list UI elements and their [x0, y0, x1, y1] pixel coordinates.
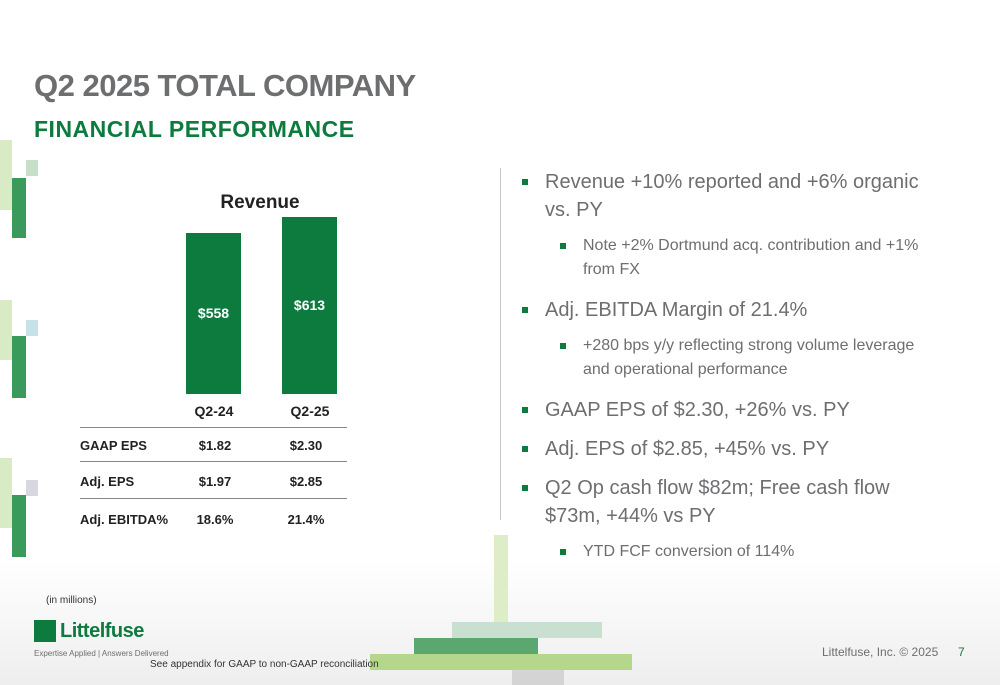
bullet-square-icon [522, 485, 528, 491]
logo-tagline: Expertise Applied | Answers Delivered [34, 649, 169, 658]
table-divider [80, 427, 347, 428]
bullet-item: Revenue +10% reported and +6% organic vs… [520, 168, 920, 224]
cell-q2-25: 21.4% [287, 512, 325, 527]
copyright: Littelfuse, Inc. © 2025 [822, 645, 939, 659]
row-label: GAAP EPS [80, 438, 147, 453]
bullet-square-icon [522, 179, 528, 185]
bullet-square-icon [522, 307, 528, 313]
data-label-q2-24: $558 [197, 305, 230, 322]
highlights-list: Revenue +10% reported and +6% organic vs… [520, 168, 920, 578]
decor-strip [0, 140, 12, 210]
sub-bullet-item: Note +2% Dortmund acq. contribution and … [520, 234, 920, 282]
page-subtitle: FINANCIAL PERFORMANCE [34, 116, 355, 142]
page-number: 7 [958, 645, 965, 659]
bullet-text: Adj. EBITDA Margin of 21.4% [545, 299, 808, 321]
bullet-square-icon [560, 243, 566, 249]
decor-block [494, 535, 508, 631]
bullet-square-icon [560, 343, 566, 349]
table-row: GAAP EPS $1.82 $2.30 [80, 428, 347, 466]
sub-bullet-text: Note +2% Dortmund acq. contribution and … [583, 237, 919, 278]
page-title: Q2 2025 TOTAL COMPANY [34, 68, 416, 103]
decor-block [414, 638, 538, 654]
cell-q2-25: $2.85 [289, 474, 323, 489]
bullet-item: Adj. EPS of $2.85, +45% vs. PY [520, 435, 920, 463]
appendix-note: See appendix for GAAP to non-GAAP reconc… [150, 659, 379, 670]
sub-bullet-text: +280 bps y/y reflecting strong volume le… [583, 337, 915, 378]
sub-bullet-item: +280 bps y/y reflecting strong volume le… [520, 334, 920, 382]
category-label-q2-25: Q2-25 [290, 403, 330, 419]
units-note: (in millions) [46, 595, 97, 606]
logo-wordmark: Littelfuse [60, 620, 144, 642]
littelfuse-logo-icon [34, 620, 56, 642]
decor-strip [26, 320, 38, 336]
cell-q2-24: $1.97 [198, 474, 232, 489]
bullet-text: Revenue +10% reported and +6% organic vs… [545, 171, 919, 221]
decor-strip [0, 458, 12, 528]
decor-block [452, 622, 602, 638]
cell-q2-25: $2.30 [289, 438, 323, 453]
sub-bullet-item: YTD FCF conversion of 114% [520, 540, 920, 564]
column-divider [500, 168, 501, 520]
decor-strip [12, 495, 26, 557]
table-row: Adj. EBITDA% 18.6% 21.4% [80, 502, 347, 540]
bullet-text: Adj. EPS of $2.85, +45% vs. PY [545, 438, 830, 460]
decor-strip [12, 178, 26, 238]
row-label: Adj. EPS [80, 474, 135, 489]
category-label-q2-24: Q2-24 [194, 403, 234, 419]
decor-strip [26, 480, 38, 496]
bullet-square-icon [560, 549, 566, 555]
decor-block [370, 654, 632, 670]
bullet-item: Q2 Op cash flow $82m; Free cash flow $73… [520, 474, 920, 530]
cell-q2-24: 18.6% [196, 512, 234, 527]
decor-block [512, 670, 564, 685]
decor-strip [12, 336, 26, 398]
table-divider [80, 461, 347, 462]
chart-title: Revenue [220, 192, 300, 213]
bullet-item: Adj. EBITDA Margin of 21.4% [520, 296, 920, 324]
cell-q2-24: $1.82 [198, 438, 232, 453]
table-row: Adj. EPS $1.97 $2.85 [80, 464, 347, 502]
data-label-q2-25: $613 [293, 296, 326, 313]
bar-q2-25 [282, 217, 337, 394]
bar-q2-24 [186, 232, 241, 394]
decor-strip [0, 300, 12, 360]
row-label: Adj. EBITDA% [80, 512, 169, 527]
table-divider [80, 498, 347, 499]
bullet-item: GAAP EPS of $2.30, +26% vs. PY [520, 396, 920, 424]
bullet-square-icon [522, 407, 528, 413]
sub-bullet-text: YTD FCF conversion of 114% [583, 543, 795, 560]
decor-strip [26, 160, 38, 176]
bullet-text: GAAP EPS of $2.30, +26% vs. PY [545, 399, 850, 421]
bullet-square-icon [522, 446, 528, 452]
bullet-text: Q2 Op cash flow $82m; Free cash flow $73… [545, 477, 890, 527]
